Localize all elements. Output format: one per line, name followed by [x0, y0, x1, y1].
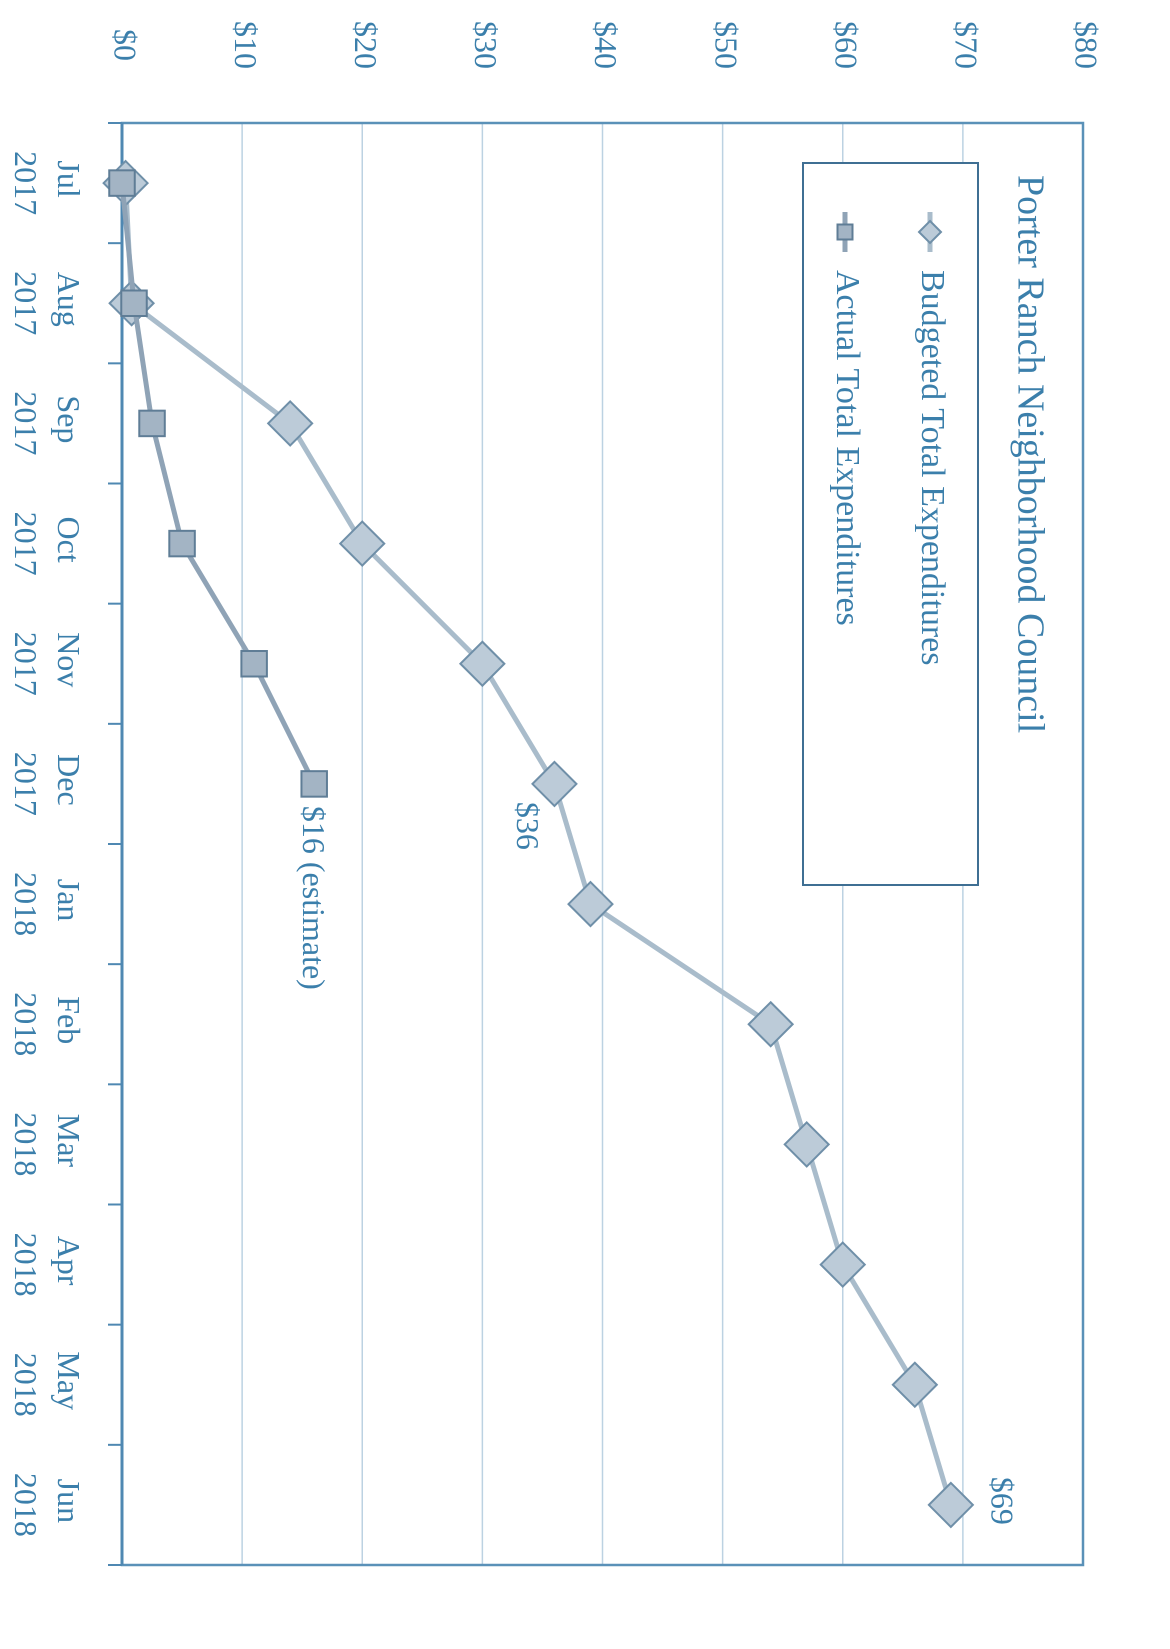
x-tick-label-line: 2018	[8, 1233, 44, 1297]
x-tick-label-line: Jul	[51, 160, 87, 205]
x-tick-label-line: 2017	[8, 632, 44, 696]
data-label: $69	[985, 1477, 1021, 1525]
diamond-marker	[338, 520, 386, 567]
x-tick-label-line: 2017	[8, 512, 44, 576]
x-tick-label-line: 2018	[8, 1473, 44, 1537]
x-tick-label: Jul 2017	[8, 151, 87, 215]
x-tick-label: Jun 2018	[8, 1473, 87, 1537]
x-tick-label-line: May	[51, 1351, 87, 1418]
x-tick-label-line: Apr	[51, 1236, 87, 1294]
y-tick-label: $20	[348, 21, 384, 69]
diamond-marker	[266, 400, 314, 447]
diamond-marker	[458, 640, 506, 688]
square-marker	[108, 169, 136, 197]
square-marker	[836, 223, 854, 241]
y-tick-label: $80	[1069, 21, 1105, 69]
diamond-marker	[531, 760, 578, 808]
y-tick-label: $0	[108, 29, 144, 61]
x-tick-label-line: Mar	[51, 1114, 87, 1175]
x-tick-label: Apr 2018	[8, 1233, 87, 1297]
diamond-marker	[567, 880, 614, 928]
data-label: $16 (estimate)	[296, 806, 332, 990]
x-tick-label-line: Jan	[51, 879, 87, 930]
x-tick-label-line: 2018	[8, 1353, 44, 1417]
y-tick-label: $40	[588, 21, 624, 69]
x-tick-label-line: 2017	[8, 271, 44, 335]
square-marker	[300, 770, 328, 798]
chart-title: Porter Ranch Neighborhood Council	[1009, 175, 1051, 733]
square-marker	[120, 289, 148, 317]
x-tick-label-line: Aug	[51, 272, 87, 335]
x-tick-label: Nov 2017	[8, 632, 87, 696]
square-marker	[168, 529, 196, 558]
x-tick-label-line: Sep	[51, 395, 87, 451]
x-tick-label-line: Jun	[51, 1479, 87, 1531]
x-tick-label: Aug 2017	[8, 271, 87, 335]
x-tick-label-line: Feb	[51, 996, 87, 1052]
x-tick-label-line: Oct	[51, 516, 87, 570]
y-tick-label: $30	[468, 21, 504, 69]
diamond-marker	[891, 1361, 939, 1409]
diamond-marker	[927, 1481, 975, 1529]
x-tick-label-line: 2018	[8, 872, 44, 936]
y-tick-label: $70	[949, 21, 985, 69]
x-tick-label: May 2018	[8, 1351, 87, 1418]
diamond-marker	[819, 1241, 867, 1288]
x-tick-label-line: 2017	[8, 752, 44, 816]
x-tick-label-line: 2017	[8, 151, 44, 215]
y-tick-label: $10	[228, 21, 264, 69]
square-marker	[240, 650, 268, 678]
legend-label: Actual Total Expenditures	[829, 270, 866, 626]
x-tick-label-line: Nov	[51, 632, 87, 695]
square-marker	[138, 409, 166, 438]
x-tick-label: Sep 2017	[8, 391, 87, 455]
legend-label: Budgeted Total Expenditures	[914, 270, 951, 665]
data-label: $36	[510, 802, 546, 850]
x-tick-label: Jan 2018	[8, 872, 87, 936]
series-line	[119, 182, 317, 786]
x-tick-label-line: Dec	[51, 754, 87, 814]
diamond-marker	[917, 219, 943, 245]
legend-box	[802, 162, 979, 886]
series-line	[123, 182, 954, 1506]
y-tick-label: $50	[708, 21, 744, 69]
diamond-marker	[747, 1000, 795, 1048]
x-tick-label-line: 2017	[8, 391, 44, 455]
x-tick-label: Feb 2018	[8, 992, 87, 1056]
x-tick-label-line: 2018	[8, 1112, 44, 1176]
x-tick-label-line: 2018	[8, 992, 44, 1056]
x-tick-label: Dec 2017	[8, 752, 87, 816]
x-tick-label: Mar 2018	[8, 1112, 87, 1176]
y-tick-label: $60	[828, 21, 864, 69]
diamond-marker	[783, 1121, 831, 1168]
x-tick-label: Oct 2017	[8, 512, 87, 576]
